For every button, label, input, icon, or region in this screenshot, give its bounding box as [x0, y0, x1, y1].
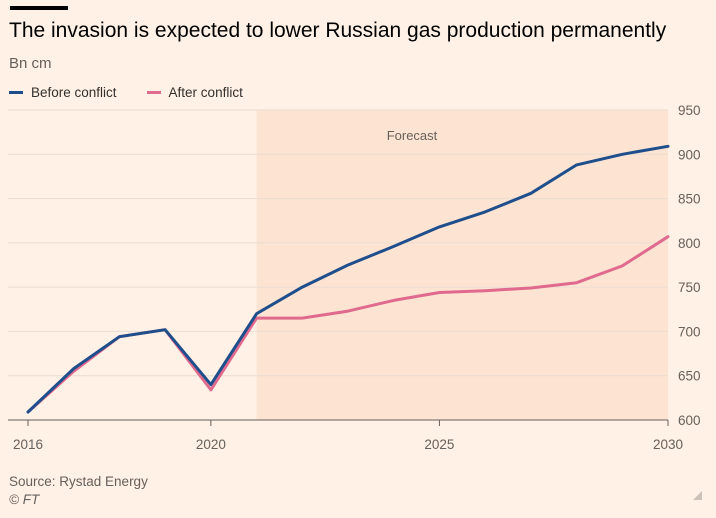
y-tick-label-650: 650 [678, 369, 701, 384]
chart-title: The invasion is expected to lower Russia… [9, 19, 667, 42]
legend: Before conflict After conflict [9, 85, 243, 100]
x-tick-label-2030: 2030 [653, 437, 683, 452]
series-line-before-conflict [26, 144, 670, 414]
legend-label-before: Before conflict [31, 85, 117, 100]
y-tick-label-600: 600 [678, 413, 701, 428]
legend-item-before: Before conflict [9, 85, 117, 100]
forecast-label: Forecast [387, 128, 438, 143]
resize-corner-icon [693, 491, 702, 500]
copyright-note: © FT [9, 492, 40, 507]
forecast-region [256, 110, 668, 420]
legend-swatch-after [146, 91, 161, 94]
y-tick-label-800: 800 [678, 236, 701, 251]
legend-label-after: After conflict [168, 85, 243, 100]
unit-label: Bn cm [9, 55, 52, 72]
legend-item-after: After conflict [146, 85, 243, 100]
y-tick-label-850: 850 [678, 192, 701, 207]
y-tick-label-900: 900 [678, 147, 701, 162]
x-tick-label-2025: 2025 [424, 437, 454, 452]
y-tick-label-750: 750 [678, 280, 701, 295]
source-note: Source: Rystad Energy [9, 474, 148, 489]
y-tick-label-700: 700 [678, 324, 701, 339]
x-tick-label-2016: 2016 [13, 437, 43, 452]
legend-swatch-before [9, 91, 23, 94]
x-tick-label-2020: 2020 [196, 437, 226, 452]
top-accent-bar [10, 6, 68, 10]
y-tick-label-950: 950 [678, 103, 701, 118]
